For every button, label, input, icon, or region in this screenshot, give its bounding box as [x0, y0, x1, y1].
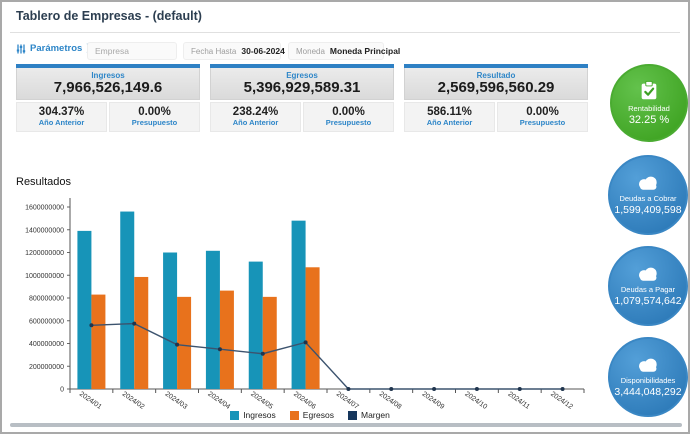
badge-deudas-a-pagar[interactable]: Deudas a Pagar 1,079,574,642	[608, 246, 688, 326]
badge-disponibilidades[interactable]: Disponibilidades 3,444,048,292	[608, 337, 688, 417]
empresa-input[interactable]: Empresa	[87, 42, 177, 60]
svg-text:2024/08: 2024/08	[378, 391, 403, 411]
cloud-icon	[634, 265, 662, 283]
kpi-card-resultado: Resultado 2,569,596,560.29 586.11% Año A…	[404, 64, 588, 132]
kpi-card-egresos: Egresos 5,396,929,589.31 238.24% Año Ant…	[210, 64, 394, 132]
svg-text:2024/12: 2024/12	[549, 391, 574, 411]
badge-label: Deudas a Pagar	[620, 285, 676, 294]
svg-text:200000000: 200000000	[29, 364, 64, 371]
sliders-icon	[16, 44, 26, 54]
svg-text:2024/02: 2024/02	[121, 391, 146, 411]
empresa-placeholder: Empresa	[95, 46, 130, 56]
legend-label: Egresos	[302, 410, 334, 420]
kpi-title: Egresos	[286, 71, 318, 80]
svg-text:400000000: 400000000	[29, 341, 64, 348]
kpi-budget: 0.00% Presupuesto	[303, 102, 394, 132]
legend-item-egresos[interactable]: Egresos	[289, 410, 334, 420]
kpi-title: Ingresos	[91, 71, 125, 80]
badge-value: 1,079,574,642	[614, 295, 682, 307]
fecha-hasta-label: Fecha Hasta	[191, 46, 237, 56]
page-title: Tablero de Empresas - (default)	[16, 9, 202, 23]
legend-swatch-icon	[289, 410, 299, 420]
clipboard-check-icon	[638, 80, 660, 102]
fecha-hasta-input[interactable]: Fecha Hasta 30-06-2024	[183, 42, 285, 60]
svg-text:1000000000: 1000000000	[25, 273, 64, 280]
cloud-icon	[634, 174, 662, 192]
kpi-budget: 0.00% Presupuesto	[109, 102, 200, 132]
legend-swatch-icon	[347, 410, 357, 420]
svg-text:800000000: 800000000	[29, 296, 64, 303]
kpi-accent-bar	[404, 64, 588, 68]
moneda-value: Moneda Principal	[329, 46, 401, 56]
svg-text:1200000000: 1200000000	[25, 250, 64, 257]
legend-label: Ingresos	[243, 410, 276, 420]
kpi-value: 2,569,596,560.29	[437, 79, 555, 96]
badge-value: 3,444,048,292	[614, 386, 682, 398]
legend-item-ingresos[interactable]: Ingresos	[230, 410, 276, 420]
svg-text:2024/10: 2024/10	[463, 391, 488, 411]
svg-text:2024/11: 2024/11	[506, 391, 530, 411]
svg-text:600000000: 600000000	[29, 318, 64, 325]
svg-text:1600000000: 1600000000	[25, 205, 64, 212]
badge-value: 32.25 %	[628, 114, 670, 126]
results-chart: 0 200000000 400000000 600000000 800000000 100…	[25, 198, 585, 411]
legend-item-margen[interactable]: Margen	[347, 410, 390, 420]
svg-text:2024/01: 2024/01	[78, 391, 103, 411]
parameters-toggle[interactable]: Parámetros ⟩	[16, 43, 90, 54]
svg-text:1400000000: 1400000000	[25, 227, 64, 234]
kpi-prev-year: 304.37% Año Anterior	[16, 102, 107, 132]
kpi-value: 5,396,929,589.31	[243, 79, 361, 96]
title-divider	[10, 32, 680, 33]
badge-value: 1,599,409,598	[614, 204, 682, 216]
kpi-accent-bar	[210, 64, 394, 68]
svg-text:0: 0	[60, 387, 64, 394]
cloud-icon	[634, 356, 662, 374]
kpi-accent-bar	[16, 64, 200, 68]
svg-text:2024/05: 2024/05	[249, 391, 274, 411]
legend-swatch-icon	[230, 410, 240, 420]
badge-deudas-a-cobrar[interactable]: Deudas a Cobrar 1,599,409,598	[608, 155, 688, 235]
svg-text:2024/06: 2024/06	[292, 391, 317, 411]
badge-label: Deudas a Cobrar	[619, 194, 677, 203]
horizontal-scrollbar[interactable]	[10, 423, 682, 427]
svg-text:2024/09: 2024/09	[421, 391, 446, 411]
chart-legend: Ingresos Egresos Margen	[10, 410, 610, 420]
moneda-select[interactable]: Moneda Moneda Principal	[288, 42, 400, 60]
badge-label: Disponibilidades	[620, 376, 676, 385]
badge-rentabilidad[interactable]: Rentabilidad 32.25 %	[610, 64, 688, 142]
kpi-title: Resultado	[476, 71, 516, 80]
kpi-prev-year: 586.11% Año Anterior	[404, 102, 495, 132]
kpi-prev-year: 238.24% Año Anterior	[210, 102, 301, 132]
legend-label: Margen	[360, 410, 390, 420]
moneda-label: Moneda	[296, 46, 325, 56]
fecha-hasta-value: 30-06-2024	[241, 46, 285, 56]
kpi-card-ingresos: Ingresos 7,966,526,149.6 304.37% Año Ant…	[16, 64, 200, 132]
parameters-label: Parámetros	[30, 43, 83, 54]
svg-text:2024/04: 2024/04	[206, 391, 231, 411]
svg-text:2024/03: 2024/03	[164, 391, 189, 411]
svg-text:2024/07: 2024/07	[335, 391, 360, 411]
kpi-budget: 0.00% Presupuesto	[497, 102, 588, 132]
kpi-value: 7,966,526,149.6	[53, 79, 163, 96]
badge-label: Rentabilidad	[628, 104, 670, 113]
chart-title: Resultados	[16, 176, 72, 188]
